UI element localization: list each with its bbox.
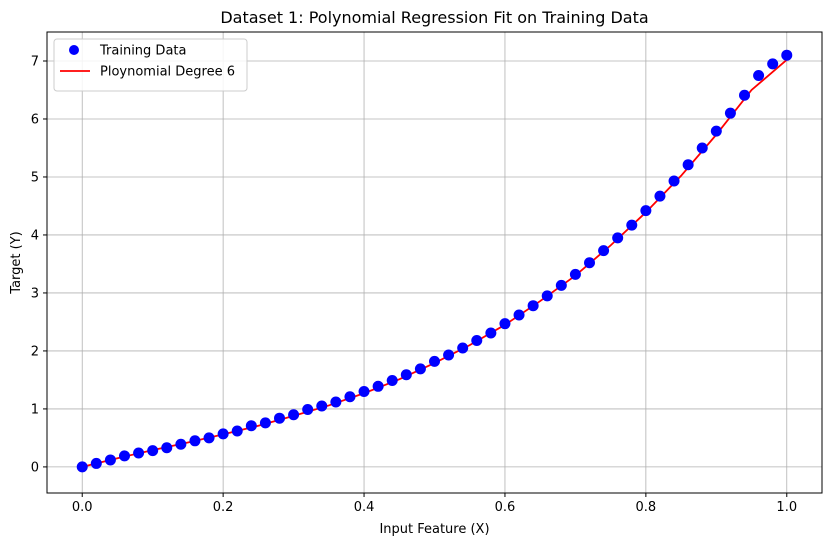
chart-title: Dataset 1: Polynomial Regression Fit on … — [220, 8, 648, 27]
scatter-point — [696, 142, 708, 154]
scatter-point — [471, 334, 483, 346]
scatter-point — [90, 457, 102, 469]
scatter-point — [189, 435, 201, 447]
y-axis-label: Target (Y) — [9, 231, 24, 294]
grid — [47, 32, 822, 493]
scatter-point — [485, 327, 497, 339]
scatter-point — [429, 355, 440, 367]
y-tick-label: 6 — [31, 112, 39, 127]
scatter-point — [598, 245, 610, 257]
scatter-point — [133, 447, 145, 459]
scatter-point — [386, 375, 398, 387]
scatter-point — [330, 396, 342, 408]
scatter-point — [626, 219, 638, 231]
x-tick-label: 0.0 — [72, 500, 93, 515]
x-axis-label: Input Feature (X) — [379, 522, 489, 537]
y-tick-label: 4 — [31, 228, 39, 243]
legend-label-training-data: Training Data — [99, 44, 186, 59]
scatter-point — [259, 417, 271, 429]
scatter-point — [739, 89, 750, 101]
scatter-point — [414, 363, 426, 375]
scatter-point — [316, 400, 328, 412]
scatter-point — [302, 403, 314, 415]
scatter-point — [499, 318, 511, 330]
scatter-point — [513, 309, 525, 321]
scatter-point — [274, 412, 285, 424]
ticks: 0.0 0.2 0.4 0.6 0.8 1.0 0 1 2 3 4 5 6 7 — [31, 54, 797, 515]
scatter-point — [119, 450, 130, 462]
x-tick-label: 0.4 — [354, 500, 375, 515]
scatter-point — [781, 49, 793, 61]
legend: Training Data Ploynomial Degree 6 — [53, 38, 248, 92]
scatter-point — [372, 380, 384, 392]
scatter-point — [555, 279, 567, 291]
y-tick-label: 7 — [31, 54, 39, 69]
y-tick-label: 0 — [31, 460, 39, 475]
scatter-point — [710, 125, 722, 137]
scatter-point — [753, 69, 765, 81]
x-tick-label: 1.0 — [776, 500, 797, 515]
scatter-point — [682, 159, 694, 171]
scatter-point — [457, 342, 469, 354]
y-tick-label: 2 — [31, 344, 39, 359]
scatter-point — [147, 445, 159, 457]
scatter-point — [358, 386, 370, 398]
x-tick-label: 0.2 — [213, 500, 234, 515]
scatter-point — [288, 409, 300, 421]
legend-marker-training-data — [69, 45, 79, 55]
scatter-point — [400, 369, 412, 381]
y-tick-label: 1 — [31, 402, 39, 417]
scatter-point — [668, 175, 680, 187]
plot-frame — [46, 31, 823, 494]
scatter-point — [767, 58, 779, 70]
scatter-point — [161, 442, 173, 454]
legend-label-polynomial-fit: Ploynomial Degree 6 — [100, 65, 235, 80]
scatter-point — [104, 454, 116, 466]
scatter-point — [527, 300, 539, 312]
scatter-point — [612, 232, 624, 244]
scatter-point — [541, 290, 553, 302]
scatter-point — [654, 190, 666, 202]
scatter-point — [344, 391, 356, 403]
y-tick-label: 3 — [31, 286, 39, 301]
scatter-point — [175, 438, 187, 450]
legend-box — [53, 38, 248, 92]
y-tick-label: 5 — [31, 170, 39, 185]
scatter-point — [584, 257, 595, 269]
scatter-point — [217, 428, 229, 440]
scatter-points-layer — [76, 49, 793, 473]
scatter-point — [231, 425, 243, 437]
x-tick-label: 0.6 — [495, 500, 516, 515]
scatter-point — [245, 420, 257, 432]
scatter-point — [203, 432, 215, 444]
scatter-point — [76, 461, 88, 473]
scatter-point — [640, 205, 652, 217]
scatter-point — [724, 107, 736, 119]
scatter-point — [569, 268, 581, 280]
x-tick-label: 0.8 — [636, 500, 657, 515]
scatter-point — [443, 349, 455, 361]
